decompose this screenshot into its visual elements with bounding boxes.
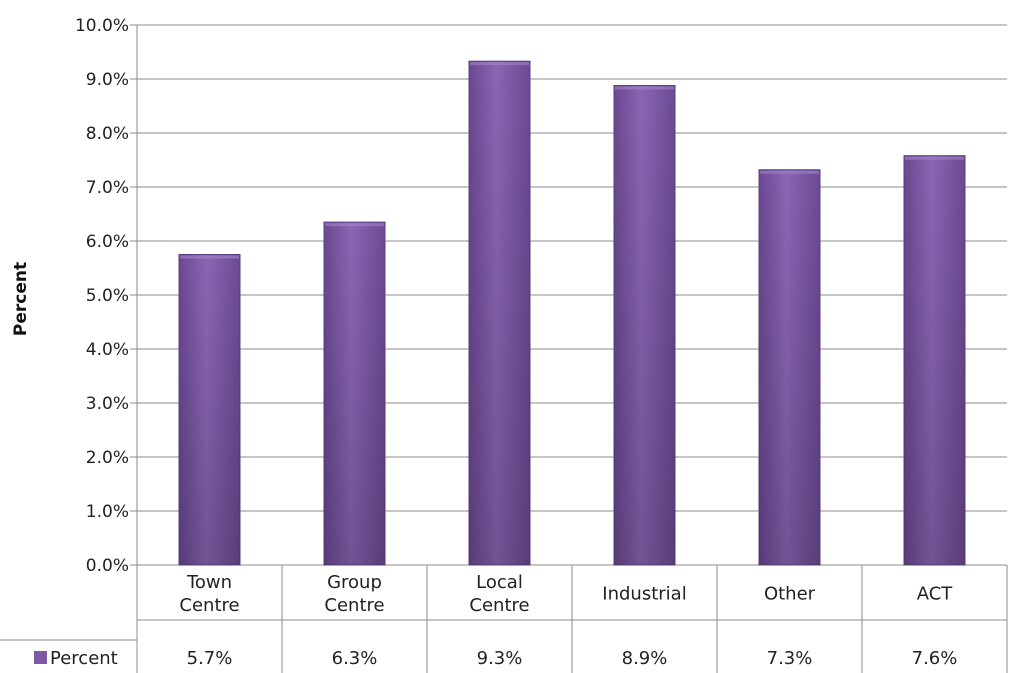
y-tick-label: 4.0% [86,340,129,360]
bar-shade [469,61,530,566]
y-tick-label: 9.0% [86,70,129,90]
category-label: Centre [324,595,384,616]
table-value: 8.9% [622,648,668,669]
bar-highlight [470,62,529,66]
table-value: 9.3% [477,648,523,669]
bar-highlight [325,223,384,227]
table-value: 7.3% [767,648,813,669]
data-table: TownCentre5.7%GroupCentre6.3%LocalCentre… [0,565,1008,673]
y-tick-label: 10.0% [75,16,129,36]
table-value: 6.3% [332,648,378,669]
bar-highlight [180,255,239,259]
category-label: Industrial [602,584,686,605]
bar-shade [759,169,820,565]
y-tick-label: 7.0% [86,178,129,198]
bar-shade [904,155,965,565]
bars [178,60,966,566]
legend-swatch [34,651,47,664]
category-label: Group [327,572,382,593]
category-label: Local [476,572,523,593]
legend-label: Percent [50,648,118,669]
category-label: Centre [469,595,529,616]
y-tick-label: 0.0% [86,556,129,576]
category-label: Town [186,572,232,593]
y-tick-label: 1.0% [86,502,129,522]
table-value: 7.6% [912,648,958,669]
y-tick-label: 5.0% [86,286,129,306]
category-label: ACT [917,584,954,605]
bar-shade [614,85,675,565]
bar-highlight [760,170,819,174]
bar-highlight [905,156,964,160]
y-tick-label: 3.0% [86,394,129,414]
y-tick-label: 8.0% [86,124,129,144]
y-axis-title: Percent [11,262,31,336]
y-tick-label: 6.0% [86,232,129,252]
category-label: Centre [179,595,239,616]
y-tick-label: 2.0% [86,448,129,468]
bar-shade [324,222,385,565]
y-axis-ticks: 0.0% 1.0% 2.0% 3.0% 4.0% 5.0% 6.0% 7.0% 8.0% 9.0%… [75,16,137,576]
grid-lines [137,24,1007,512]
table-value: 5.7% [187,648,233,669]
bar-shade [179,254,240,565]
category-label: Other [764,584,816,605]
bar-highlight [615,86,674,90]
